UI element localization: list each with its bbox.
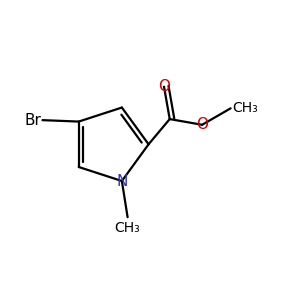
Text: O: O <box>158 79 170 94</box>
Text: N: N <box>116 173 128 188</box>
Text: Br: Br <box>24 112 41 128</box>
Text: CH₃: CH₃ <box>232 101 258 115</box>
Text: CH₃: CH₃ <box>115 221 140 236</box>
Text: O: O <box>196 117 208 132</box>
